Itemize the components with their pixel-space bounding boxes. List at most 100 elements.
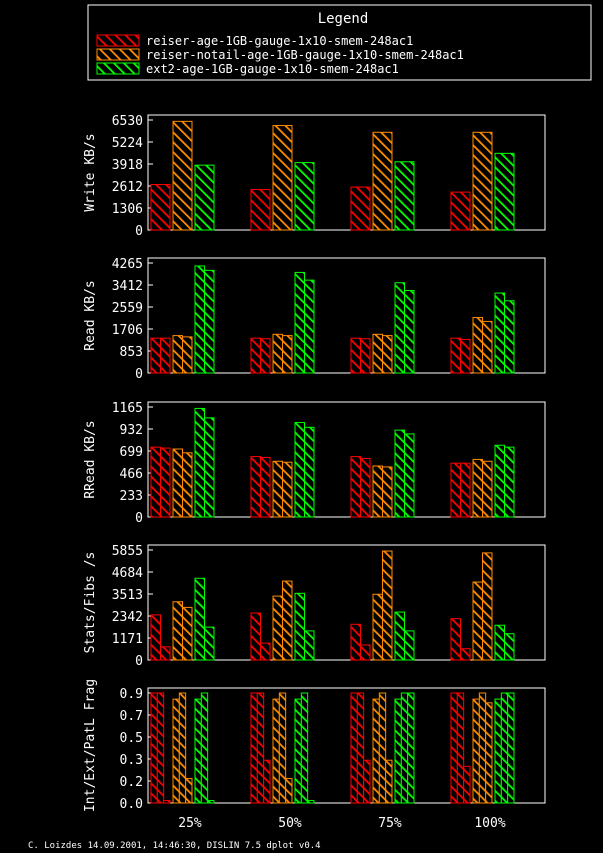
y-tick-label: 0 [135, 511, 143, 526]
bar-3-100pct-2 [504, 633, 515, 661]
panel-frame [147, 687, 546, 804]
x-tick-label: 75% [378, 816, 402, 831]
bar-3-25pct-1 [194, 577, 205, 661]
y-tick-label: 466 [120, 467, 143, 482]
bar-1-100pct-1 [450, 618, 461, 661]
legend-swatch-2 [96, 48, 140, 61]
bar-1-75pct-2 [360, 644, 371, 661]
bar-1-100pct-1 [450, 191, 471, 231]
bar-1-25pct-2 [160, 447, 171, 518]
legend: Legend reiser-age-1GB-gauge-1x10-smem-24… [87, 4, 592, 81]
bar-1-75pct-2 [360, 338, 371, 374]
y-tick-label: 0.7 [120, 709, 143, 724]
bar-1-100pct-2 [456, 692, 465, 804]
bar-2-25pct-1 [172, 120, 193, 231]
bar-3-75pct-3 [407, 692, 415, 804]
bar-1-75pct-1 [350, 186, 371, 231]
bar-1-75pct-3 [363, 759, 371, 804]
bar-3-75pct-2 [400, 692, 409, 804]
y-tick-label: 0 [135, 654, 143, 669]
bar-2-50pct-1 [272, 460, 283, 518]
panel-5: 0.0 0.2 0.3 0.5 0.7 0.9 Int/Ext/PatL Frag 25% 50… [83, 679, 546, 831]
bar-2-25pct-2 [182, 606, 193, 661]
y-tick-label: 2612 [112, 180, 143, 195]
bar-3-75pct-1 [394, 698, 402, 804]
bar-3-50pct-1 [294, 698, 302, 804]
bar-1-100pct-3 [463, 765, 471, 804]
bar-1-50pct-1 [250, 692, 258, 804]
bar-2-25pct-2 [182, 452, 193, 518]
bar-2-50pct-1 [272, 595, 283, 661]
y-tick-label: 0.5 [120, 731, 143, 746]
bar-2-50pct-2 [278, 692, 287, 804]
bar-3-50pct-1 [294, 162, 315, 231]
y-tick-label: 1165 [112, 401, 143, 416]
y-axis-title: Int/Ext/PatL Frag [83, 679, 98, 812]
bar-2-100pct-1 [472, 317, 483, 374]
bar-2-25pct-1 [172, 601, 183, 661]
legend-frame [87, 4, 592, 81]
bar-3-75pct-1 [394, 282, 405, 374]
panel-4: 0 1171 2342 3513 4684 5855 Stats/Fibs /s [83, 544, 546, 669]
bar-3-100pct-2 [504, 446, 515, 518]
bar-2-75pct-2 [378, 692, 387, 804]
bar-1-50pct-1 [250, 456, 261, 518]
bar-2-75pct-1 [372, 333, 383, 374]
bar-1-75pct-2 [360, 457, 371, 518]
y-tick-label: 3918 [112, 158, 143, 173]
bar-1-50pct-2 [260, 338, 271, 374]
y-tick-label: 5224 [112, 136, 143, 151]
y-tick-label: 3513 [112, 588, 143, 603]
y-axis-title: RRead KB/s [83, 420, 98, 498]
legend-label-1: reiser-age-1GB-gauge-1x10-smem-248ac1 [146, 34, 413, 48]
legend-label-2: reiser-notail-age-1GB-gauge-1x10-smem-24… [146, 48, 464, 62]
bar-2-100pct-1 [472, 698, 480, 804]
bar-1-75pct-1 [350, 337, 361, 374]
bar-2-50pct-3 [285, 778, 293, 804]
bar-3-50pct-1 [294, 592, 305, 661]
bar-3-100pct-2 [500, 692, 509, 804]
bar-3-25pct-3 [207, 800, 215, 804]
bar-1-25pct-2 [160, 646, 171, 661]
bar-2-100pct-2 [478, 692, 487, 804]
bar-3-100pct-1 [494, 624, 505, 661]
bar-3-100pct-1 [494, 152, 515, 231]
bar-2-50pct-1 [272, 333, 283, 374]
bar-3-50pct-2 [304, 426, 315, 518]
panel-frame [147, 114, 546, 231]
bar-3-25pct-2 [200, 692, 209, 804]
bar-1-50pct-3 [263, 759, 271, 804]
bar-2-100pct-1 [472, 131, 493, 231]
bar-2-75pct-1 [372, 593, 383, 661]
x-tick-label: 50% [278, 816, 302, 831]
bar-2-100pct-2 [482, 320, 493, 374]
y-axis-title: Read KB/s [83, 280, 98, 350]
y-tick-label: 4265 [112, 257, 143, 272]
y-tick-label: 3412 [112, 279, 143, 294]
bar-3-50pct-2 [304, 630, 315, 661]
bar-1-25pct-1 [150, 692, 158, 804]
x-tick-label: 25% [178, 816, 202, 831]
bar-1-100pct-1 [450, 692, 458, 804]
bar-3-75pct-1 [394, 429, 405, 518]
bar-1-100pct-1 [450, 337, 461, 374]
bar-1-25pct-2 [160, 337, 171, 374]
bar-2-25pct-2 [178, 692, 187, 804]
bar-3-50pct-2 [300, 692, 309, 804]
bar-3-25pct-1 [194, 164, 215, 231]
bar-3-25pct-1 [194, 407, 205, 518]
bar-3-75pct-2 [404, 289, 415, 374]
y-tick-label: 6530 [112, 114, 143, 129]
bar-3-100pct-1 [494, 292, 505, 374]
panel-2: 0 853 1706 2559 3412 4265 Read KB/s [83, 257, 546, 382]
bar-3-75pct-1 [394, 611, 405, 661]
bar-2-25pct-1 [172, 698, 180, 804]
bar-2-100pct-2 [482, 460, 493, 518]
panel-frame [147, 544, 546, 661]
bar-1-75pct-1 [350, 623, 361, 661]
bar-2-75pct-2 [382, 335, 393, 374]
bar-1-75pct-1 [350, 692, 358, 804]
bar-1-75pct-1 [350, 456, 361, 518]
bar-1-50pct-1 [250, 612, 261, 661]
